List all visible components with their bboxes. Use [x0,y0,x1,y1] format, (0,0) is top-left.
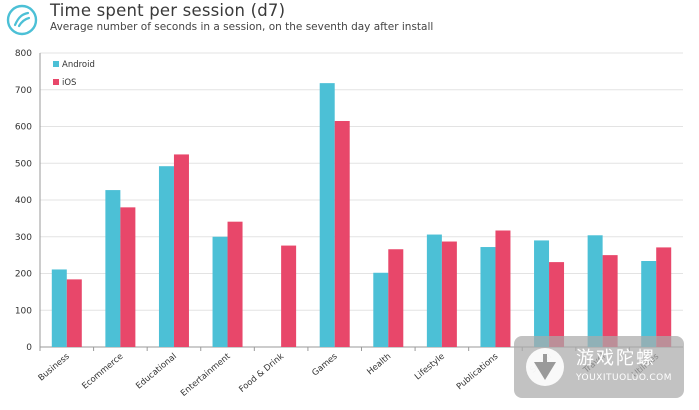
bar-android-utilities [641,261,657,347]
x-category-label: Educational [134,352,179,392]
watermark-chinese-text: 游戏陀螺 [576,348,656,369]
legend-label-android: Android [62,60,95,70]
y-tick-label: 700 [15,86,32,96]
bar-ios-health [388,249,404,347]
y-tick-label: 500 [15,159,32,169]
y-tick-label: 600 [15,123,32,133]
x-category-label: Food & Drink [237,352,286,395]
y-tick-label: 800 [15,49,32,59]
bar-ios-entertainment [227,221,243,347]
bar-android-travel [587,235,603,347]
bar-android-educational [158,166,174,347]
spinning-top-icon [526,348,564,386]
watermark-english-text: YOUXITUOLUO.COM [576,373,673,383]
x-category-label: Games [310,351,340,378]
x-category-label: Publications [455,351,501,392]
x-category-label: Entertainment [179,351,233,399]
bar-ios-food-drink [281,245,297,347]
bar-ios-lifestyle [441,241,457,347]
bar-ios-travel [602,255,618,347]
x-category-label: Health [365,352,393,378]
bar-ios-publications [495,230,511,347]
legend-swatch-ios [53,79,59,85]
bar-android-publications [480,247,496,347]
bar-android-entertainment [212,236,228,347]
bar-ios-ecommerce [120,207,136,347]
chart-title: Time spent per session (d7) [50,1,286,20]
watermark-badge: 游戏陀螺 YOUXITUOLUO.COM [514,336,684,398]
bar-android-ecommerce [105,190,121,347]
bar-android-lifestyle [426,234,442,347]
bar-android-business [51,269,67,347]
bar-android-health [373,272,389,347]
bar-android-games [319,83,335,347]
y-tick-label: 400 [15,196,32,206]
bar-ios-educational [173,154,189,347]
y-tick-label: 100 [15,306,32,316]
bar-ios-games [334,120,350,347]
x-category-label: Ecommerce [80,352,125,392]
y-tick-label: 0 [26,343,32,353]
bar-android-social [534,240,550,347]
bar-ios-utilities [656,247,672,347]
chart-header: Time spent per session (d7) Average numb… [0,0,699,46]
legend-swatch-android [53,61,59,67]
legend-label-ios: iOS [62,78,76,88]
x-category-label: Business [37,351,73,383]
x-category-label: Lifestyle [413,352,447,383]
y-tick-label: 200 [15,270,32,280]
bar-ios-social [549,262,565,347]
adjust-logo-icon [6,4,38,36]
bar-ios-business [66,279,82,347]
y-tick-label: 300 [15,233,32,243]
chart-subtitle: Average number of seconds in a session, … [50,21,434,33]
